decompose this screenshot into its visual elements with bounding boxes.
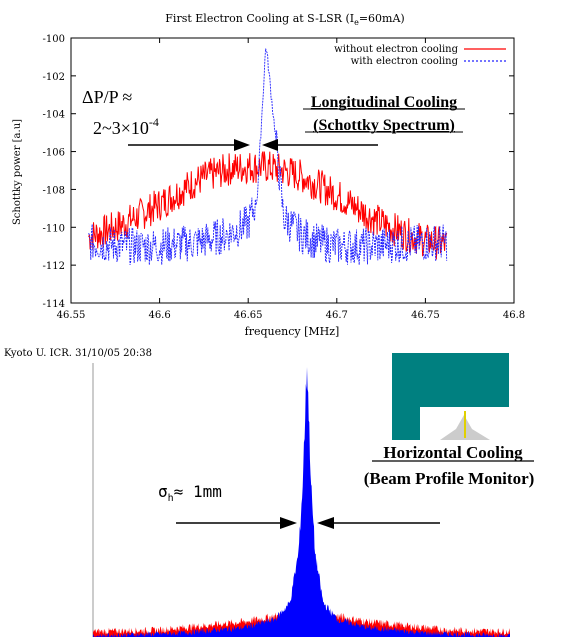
beam-monitor-inset: [392, 353, 509, 440]
left-arrowhead: [234, 139, 250, 151]
horizontal-annotation-line2: (Beam Profile Monitor): [364, 469, 535, 488]
legend-label-with: with electron cooling: [351, 56, 459, 67]
y-axis-label: Schottky power [a.u]: [12, 119, 23, 225]
profile-shapes: [93, 367, 510, 637]
horizontal-annotation-line1: Horizontal Cooling: [383, 443, 523, 462]
x-tick-label: 46.8: [503, 310, 525, 321]
delta-p-annotation-line1: ΔP/P ≈: [82, 87, 132, 107]
sigma-right-arrowhead: [317, 517, 334, 529]
delta-p-annotation-line2: 2~3×10-4: [93, 115, 159, 138]
x-tick-label: 46.55: [57, 310, 86, 321]
sigma-annotation: σh≈ 1mm: [158, 482, 222, 504]
longitudinal-annotation-line1: Longitudinal Cooling: [311, 94, 457, 111]
sigma-left-arrowhead: [280, 517, 297, 529]
series-lines: [88, 48, 448, 266]
chart-title: First Electron Cooling at S-LSR (Ie=60mA…: [165, 12, 404, 27]
series-without-cooling: [88, 151, 448, 260]
profile-blue-peak: [93, 367, 510, 637]
y-tick-label: -100: [43, 34, 65, 45]
y-tick-label: -110: [43, 223, 65, 234]
x-tick-label: 46.6: [148, 310, 170, 321]
x-axis-label: frequency [MHz]: [245, 325, 340, 338]
y-tick-label: -106: [43, 148, 65, 159]
longitudinal-annotation-line2: (Schottky Spectrum): [313, 117, 455, 134]
y-axis-ticks: -114 -112 -110 -108 -106 -104 -102 -100: [43, 34, 514, 310]
legend-label-without: without electron cooling: [334, 44, 458, 55]
y-tick-label: -104: [43, 110, 65, 121]
x-tick-label: 46.75: [411, 310, 440, 321]
schottky-spectrum-chart: First Electron Cooling at S-LSR (Ie=60mA…: [12, 12, 525, 338]
plot-frame: [70, 37, 515, 304]
legend: without electron cooling with electron c…: [334, 44, 506, 67]
timestamp-footer: Kyoto U. ICR. 31/10/05 20:38: [4, 348, 152, 359]
y-tick-label: -108: [43, 185, 65, 196]
y-tick-label: -112: [43, 261, 65, 272]
series-with-cooling: [88, 48, 448, 266]
y-tick-label: -114: [43, 299, 65, 310]
x-axis-ticks: 46.55 46.6 46.65 46.7 46.75 46.8: [57, 38, 525, 321]
right-arrowhead: [262, 139, 278, 151]
x-tick-label: 46.7: [326, 310, 348, 321]
y-tick-label: -102: [43, 72, 65, 83]
x-tick-label: 46.65: [234, 310, 263, 321]
beam-profile-panel: Kyoto U. ICR. 31/10/05 20:38 Horizontal …: [4, 348, 535, 637]
